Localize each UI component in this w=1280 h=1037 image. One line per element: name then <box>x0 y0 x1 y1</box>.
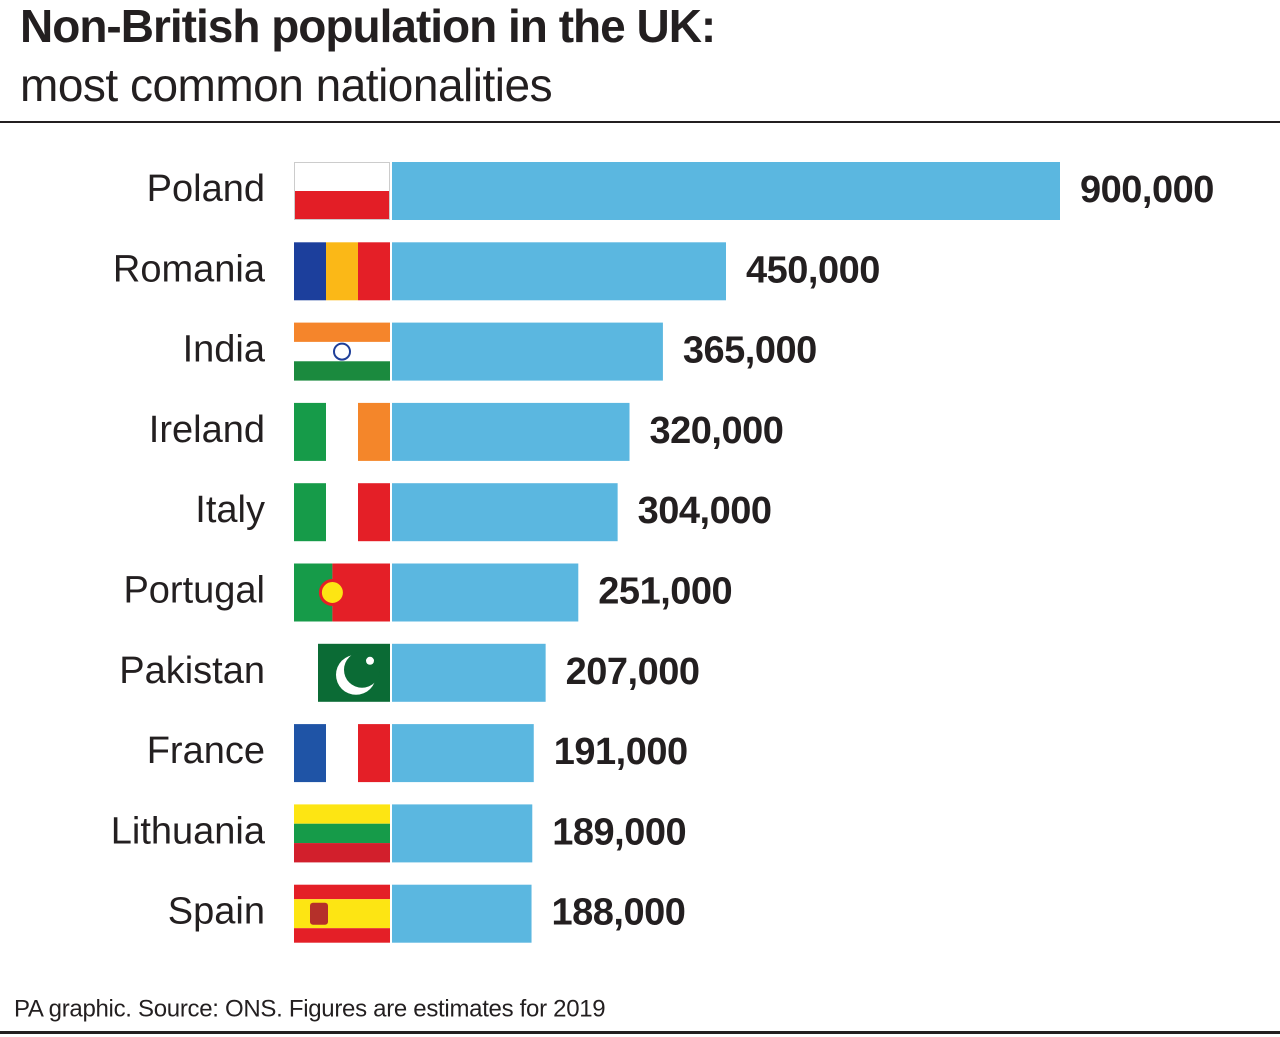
flag-stripe <box>294 242 326 301</box>
flag-stripe <box>294 804 390 824</box>
flag-emblem <box>310 902 328 925</box>
bar <box>392 643 546 702</box>
flag-stripe <box>294 724 326 783</box>
value-label: 320,000 <box>650 410 784 452</box>
flag-stripe <box>294 884 390 900</box>
source-note: PA graphic. Source: ONS. Figures are est… <box>14 995 605 1022</box>
bar <box>392 804 533 863</box>
flag-stripe <box>294 928 390 943</box>
category-label: Pakistan <box>119 650 265 692</box>
flag-stripe <box>294 843 390 863</box>
category-label: France <box>147 730 265 772</box>
chart-title: Non-British population in the UK: <box>20 0 715 52</box>
category-label: India <box>183 329 266 371</box>
bar <box>392 322 663 381</box>
value-label: 450,000 <box>746 249 880 291</box>
flag <box>294 483 390 542</box>
flag <box>294 884 390 943</box>
flag-stripe <box>358 483 390 542</box>
value-label: 900,000 <box>1080 169 1214 211</box>
flag-emblem <box>366 656 374 665</box>
value-label: 189,000 <box>552 811 686 853</box>
category-label: Portugal <box>123 570 265 612</box>
divider <box>0 121 1280 123</box>
flag-stripe <box>326 483 358 542</box>
flag <box>294 402 390 461</box>
flag <box>294 322 390 381</box>
flag-stripe <box>294 823 390 844</box>
bar <box>392 884 532 943</box>
flag <box>294 643 390 702</box>
flag-stripe <box>294 341 390 362</box>
flag-stripe <box>326 402 358 461</box>
flag-stripe <box>294 361 390 381</box>
category-label: Italy <box>195 489 265 531</box>
category-label: Romania <box>113 248 266 290</box>
flag-emblem <box>344 651 380 688</box>
flag <box>294 242 390 301</box>
value-label: 207,000 <box>566 651 700 693</box>
flag <box>294 804 390 863</box>
flag-stripe <box>358 402 390 461</box>
bar <box>392 242 726 301</box>
flag-stripe <box>358 724 390 783</box>
flag-stripe <box>294 402 326 461</box>
divider <box>0 1031 1280 1034</box>
value-label: 251,000 <box>598 571 732 613</box>
chart-subtitle: most common nationalities <box>20 59 552 111</box>
bar <box>392 563 579 622</box>
category-label: Ireland <box>149 409 265 451</box>
value-label: 365,000 <box>683 330 817 372</box>
flag-stripe <box>294 191 390 220</box>
flag <box>294 724 390 783</box>
flag-emblem <box>333 342 351 361</box>
flag-stripe <box>358 242 390 301</box>
flag-border <box>294 162 390 220</box>
flag-stripe <box>294 899 390 929</box>
flag-stripe <box>326 242 358 301</box>
bar <box>392 724 534 783</box>
value-label: 191,000 <box>554 731 688 773</box>
bar <box>392 402 630 461</box>
value-label: 188,000 <box>552 892 686 934</box>
flag-emblem <box>318 579 346 606</box>
flag <box>294 162 390 220</box>
flag-stripe <box>294 643 318 702</box>
flag-stripe <box>294 322 390 342</box>
flag-stripe <box>326 724 358 783</box>
value-label: 304,000 <box>638 490 772 532</box>
category-label: Lithuania <box>111 810 266 852</box>
bar <box>392 483 618 542</box>
flag <box>294 563 390 622</box>
flag-stripe <box>294 162 390 191</box>
flag-stripe <box>294 483 326 542</box>
category-label: Spain <box>168 891 265 933</box>
bar <box>392 162 1060 220</box>
category-label: Poland <box>147 168 265 210</box>
